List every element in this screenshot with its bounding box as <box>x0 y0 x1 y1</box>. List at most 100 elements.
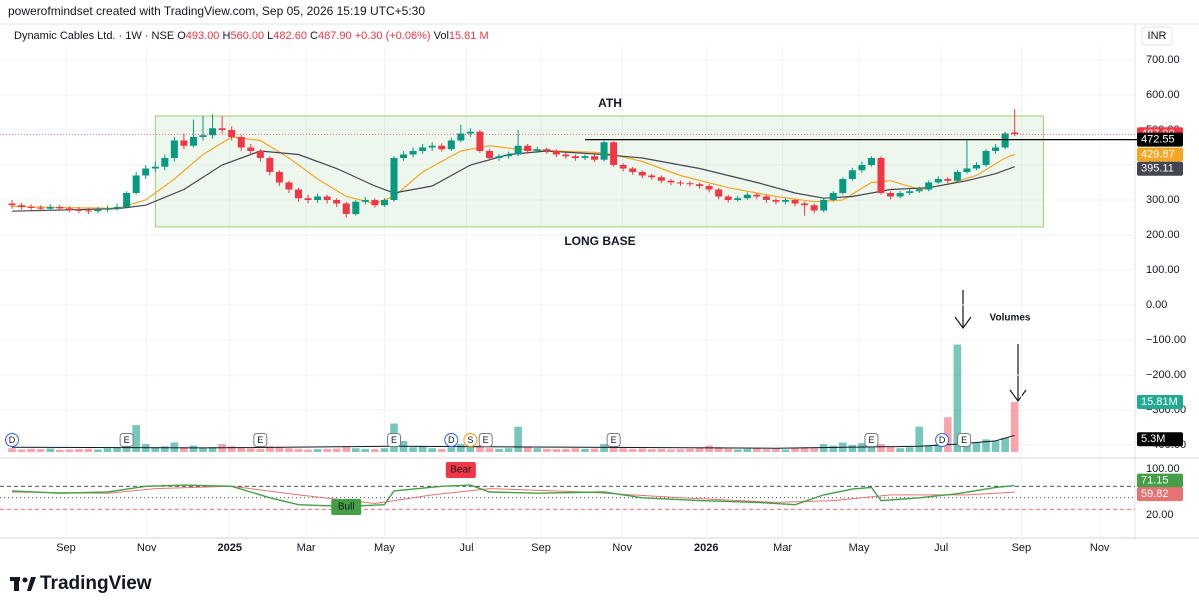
signal-box <box>445 462 476 478</box>
volume-bar <box>648 449 656 452</box>
volume-bar <box>829 445 838 452</box>
volume-ma <box>11 434 1015 449</box>
event-marker <box>253 433 268 447</box>
volume-bar <box>495 448 503 452</box>
rsi-line <box>11 484 1015 508</box>
y-tick-label: −200.00 <box>1146 369 1186 381</box>
y-tick-label: 700.00 <box>1146 54 1180 66</box>
moving-average <box>11 136 1015 210</box>
candle-body <box>533 149 541 151</box>
y-tick-label: 300.00 <box>1146 194 1180 206</box>
candle-body <box>638 171 646 176</box>
candle-body <box>915 189 923 192</box>
event-marker <box>444 433 459 447</box>
volume-bar <box>189 445 198 452</box>
volume-bar <box>638 448 647 452</box>
candle-body <box>285 182 293 190</box>
candle-body <box>953 171 961 181</box>
ohlc-key: L <box>267 30 273 42</box>
candle-body <box>199 135 207 137</box>
symbol: Dynamic Cables Ltd. · 1W · NSE <box>14 30 174 42</box>
volume-bar <box>256 448 265 452</box>
candle-body <box>715 189 723 197</box>
candle-body <box>428 145 436 148</box>
volume-bar <box>581 448 589 452</box>
candle-body <box>543 149 551 151</box>
volume-bar <box>275 447 284 452</box>
candle-body <box>896 192 904 197</box>
price-badge <box>1137 395 1183 410</box>
volume-bar <box>724 448 733 452</box>
candle-body <box>686 183 694 185</box>
price-badge-label: 429.87 <box>1141 148 1175 160</box>
currency[interactable]: INR <box>1148 30 1167 42</box>
candle-body <box>209 128 217 136</box>
candle-body <box>667 180 675 183</box>
event-label: D <box>448 435 455 445</box>
x-tick-label: May <box>374 542 395 554</box>
x-tick-label: Sep <box>531 542 551 554</box>
volume-bar <box>84 448 93 452</box>
event-label: E <box>961 435 967 445</box>
volume-bar <box>848 445 857 452</box>
price-badge-label: 5.3M <box>1141 433 1165 445</box>
currency-box[interactable] <box>1141 26 1173 46</box>
candle-body <box>323 196 331 200</box>
candle-body <box>772 199 780 202</box>
arrow <box>954 290 1027 403</box>
price-badge <box>1137 161 1183 176</box>
candle-body <box>629 168 637 172</box>
candle-body <box>591 156 599 160</box>
candle-body <box>142 168 150 176</box>
event-marker <box>463 433 478 447</box>
event-label: E <box>868 435 874 445</box>
ohlc-key: C <box>310 30 318 42</box>
volume-bar <box>447 447 456 452</box>
candle-body <box>619 164 627 169</box>
candle-body <box>657 177 665 181</box>
volume-bar <box>533 448 542 452</box>
candle-body <box>581 156 589 158</box>
legend: Dynamic Cables Ltd. · 1W · NSE O493.00 H… <box>14 30 489 42</box>
ohlc-value: 482.60 <box>273 30 307 42</box>
candle-body <box>696 184 704 186</box>
volume-bar <box>8 448 16 452</box>
volume-bar <box>113 447 121 452</box>
credit: powerofmindset created with TradingView.… <box>8 4 425 18</box>
event-label: D <box>9 435 16 445</box>
volume-bar <box>991 440 1000 452</box>
event-marker <box>935 433 950 447</box>
volume-bar <box>781 449 790 452</box>
candle-body <box>132 175 140 193</box>
volume-bar <box>55 449 64 452</box>
x-tick-label: Mar <box>297 542 316 554</box>
volume-bar <box>36 449 45 452</box>
annotation: LONG BASE <box>564 234 635 248</box>
candle-body <box>743 194 751 199</box>
candle-body <box>552 150 560 155</box>
candle-body <box>734 198 742 200</box>
price-badge-label: 395.11 <box>1141 163 1174 175</box>
volume-bar <box>409 447 417 452</box>
candle-body <box>180 140 188 146</box>
volume-bar <box>457 444 465 452</box>
candle-body <box>524 145 532 151</box>
candle-body <box>705 185 713 190</box>
event-marker <box>386 433 401 447</box>
volume-bar <box>199 448 207 452</box>
candle-body <box>1011 132 1019 135</box>
candle-body <box>266 157 274 172</box>
vol-value: 15.81 M <box>449 30 489 42</box>
candle-body <box>37 207 45 209</box>
volume-bar <box>65 449 74 452</box>
event-label: E <box>483 435 489 445</box>
event-marker <box>957 433 972 447</box>
volume-bar <box>523 447 532 452</box>
x-tick-label: May <box>849 542 870 554</box>
price-badge <box>1137 132 1183 147</box>
volume-bar <box>466 447 475 452</box>
volume-bar <box>743 448 752 452</box>
x-tick-label: Sep <box>1012 542 1032 554</box>
base-zone <box>154 115 1044 228</box>
